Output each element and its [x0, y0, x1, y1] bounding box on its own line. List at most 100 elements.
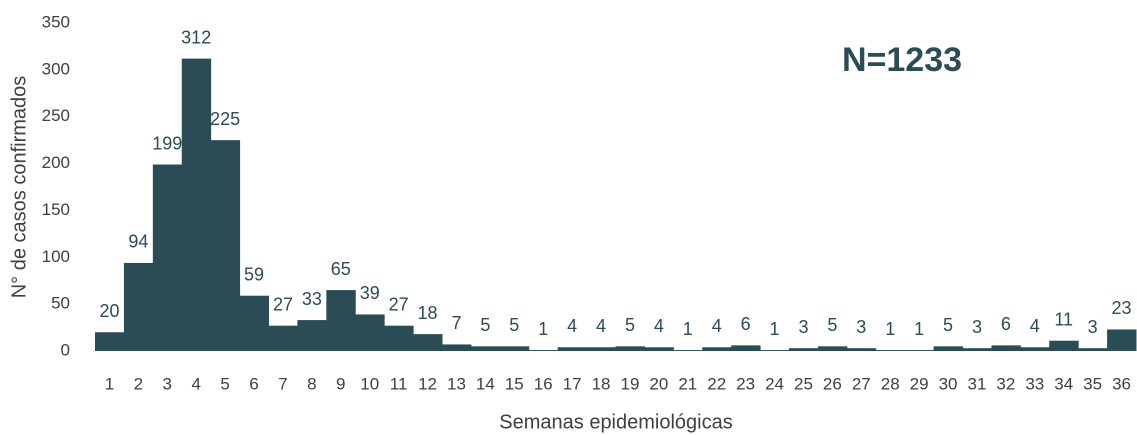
bar	[442, 344, 472, 351]
x-tick-label: 36	[1112, 374, 1131, 393]
y-tick-label: 200	[42, 153, 70, 172]
y-axis-label: N° de casos confirmados	[8, 76, 30, 299]
bar	[297, 320, 327, 351]
value-label: 4	[712, 316, 722, 336]
value-label: 4	[567, 316, 577, 336]
bar	[991, 345, 1021, 351]
value-label: 4	[654, 316, 664, 336]
x-tick-label: 7	[278, 374, 287, 393]
value-label: 1	[770, 319, 780, 339]
value-label: 1	[885, 319, 895, 339]
value-label: 7	[451, 313, 461, 333]
x-tick-label: 5	[220, 374, 229, 393]
bar	[789, 348, 819, 351]
value-label: 4	[596, 316, 606, 336]
value-label: 59	[244, 264, 264, 284]
bar	[384, 325, 414, 351]
bar	[875, 350, 906, 351]
value-label: 312	[181, 27, 211, 47]
x-tick-label: 32	[996, 374, 1015, 393]
x-tick-label: 12	[418, 374, 437, 393]
value-label: 6	[741, 314, 751, 334]
x-tick-label: 23	[736, 374, 755, 393]
x-tick-label: 2	[134, 374, 143, 393]
value-label: 1	[683, 319, 693, 339]
x-tick-label: 8	[307, 374, 316, 393]
x-tick-label: 16	[534, 374, 553, 393]
bar	[615, 346, 645, 351]
bar	[933, 346, 963, 351]
x-tick-label: 33	[1025, 374, 1044, 393]
value-label: 94	[128, 232, 148, 252]
x-tick-label: 6	[249, 374, 258, 393]
bar	[846, 348, 877, 351]
y-tick-label: 0	[61, 340, 70, 359]
x-tick-label: 29	[910, 374, 929, 393]
x-tick-label: 34	[1054, 374, 1073, 393]
bar	[904, 350, 935, 351]
bar	[673, 350, 703, 351]
value-label: 225	[210, 109, 240, 129]
x-tick-label: 13	[447, 374, 466, 393]
bar	[268, 325, 298, 351]
bar	[1107, 329, 1137, 351]
value-label: 27	[389, 294, 409, 314]
x-tick-label: 26	[823, 374, 842, 393]
bar	[586, 347, 616, 351]
value-label: 4	[1030, 316, 1040, 336]
bar	[499, 346, 530, 351]
y-tick-label: 50	[51, 294, 70, 313]
x-tick-label: 17	[563, 374, 582, 393]
value-label: 11	[1054, 309, 1073, 329]
y-tick-label: 250	[42, 106, 70, 125]
value-label: 23	[1112, 298, 1132, 318]
x-tick-label: 19	[620, 374, 639, 393]
value-label: 3	[798, 317, 808, 337]
x-tick-label: 28	[881, 374, 900, 393]
bar	[181, 58, 212, 352]
value-label: 3	[856, 317, 866, 337]
bar	[95, 332, 125, 351]
y-tick-label: 100	[42, 247, 70, 266]
value-label: 3	[972, 317, 982, 337]
bar	[557, 347, 588, 351]
bar	[760, 350, 790, 351]
bar	[962, 348, 992, 351]
bar	[326, 290, 356, 351]
x-tick-label: 27	[852, 374, 871, 393]
annotation: N=1233	[842, 41, 962, 79]
y-tick-label: 150	[42, 200, 70, 219]
value-label: 1	[914, 319, 924, 339]
bar	[644, 347, 674, 351]
x-tick-label: 22	[707, 374, 726, 393]
value-label: 20	[99, 301, 119, 321]
bar	[355, 314, 385, 351]
value-label: 18	[418, 303, 438, 323]
x-tick-label: 31	[967, 374, 986, 393]
bar	[528, 350, 559, 351]
value-label: 3	[1088, 317, 1098, 337]
x-tick-label: 10	[360, 374, 379, 393]
x-tick-label: 21	[678, 374, 697, 393]
bar	[152, 164, 183, 351]
x-tick-label: 25	[794, 374, 813, 393]
bar	[470, 346, 501, 351]
bar	[413, 334, 443, 351]
value-label: 1	[538, 319, 548, 339]
value-label: 27	[273, 294, 293, 314]
x-tick-label: 3	[163, 374, 172, 393]
x-tick-label: 30	[939, 374, 958, 393]
value-label: 65	[331, 259, 351, 279]
bar	[1020, 347, 1050, 351]
bar	[239, 295, 269, 351]
x-tick-label: 4	[191, 374, 200, 393]
y-tick-label: 350	[42, 12, 70, 31]
bar	[1049, 340, 1079, 351]
value-label: 6	[1001, 314, 1011, 334]
value-label: 5	[509, 315, 519, 335]
y-tick-label: 300	[42, 59, 70, 78]
x-tick-label: 24	[765, 374, 784, 393]
bar	[702, 347, 732, 351]
bar	[210, 140, 241, 351]
